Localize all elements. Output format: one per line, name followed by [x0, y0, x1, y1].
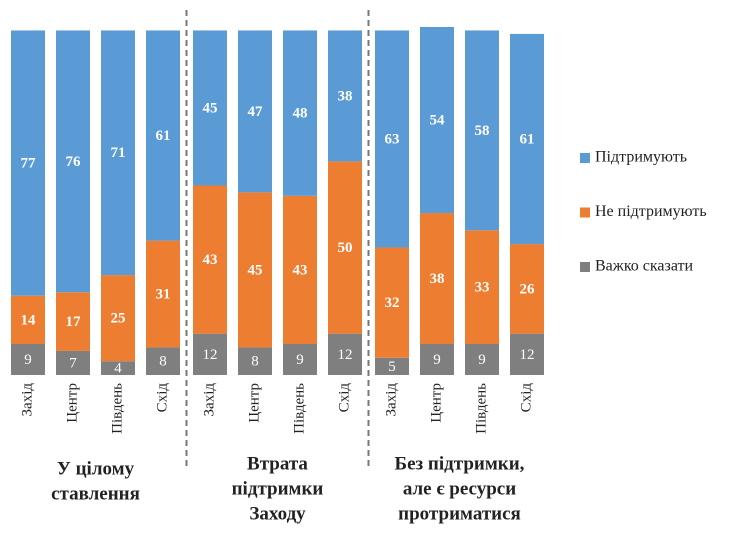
- x-tick-label: Захід: [19, 383, 35, 417]
- x-tick-label: Південь: [473, 383, 489, 434]
- bar-segment: [193, 30, 227, 186]
- bar-segment: [420, 27, 454, 214]
- bar-segment: [420, 343, 454, 375]
- bar-segment: [238, 30, 272, 193]
- legend-swatch: [580, 207, 590, 218]
- value-label: 9: [24, 352, 32, 368]
- value-label: 48: [293, 106, 308, 122]
- x-tick-label: Центр: [64, 383, 80, 423]
- bar-segment: [375, 30, 409, 248]
- bar-segment: [375, 247, 409, 358]
- bar-segment: [146, 347, 180, 375]
- bar-segment: [193, 333, 227, 375]
- x-tick-label: Центр: [428, 383, 444, 423]
- bar-segment: [146, 240, 180, 348]
- bar-segment: [11, 343, 45, 375]
- bar-segment: [465, 30, 499, 231]
- x-tick-label: Схід: [154, 383, 170, 413]
- bar-segment: [238, 192, 272, 348]
- value-label: 50: [338, 240, 353, 256]
- value-label: 33: [475, 280, 490, 296]
- value-label: 7: [69, 355, 77, 371]
- x-tick-label: Південь: [291, 383, 307, 434]
- value-label: 12: [338, 347, 353, 363]
- value-label: 43: [293, 262, 308, 278]
- value-label: 54: [430, 112, 446, 128]
- value-label: 8: [159, 354, 167, 370]
- bar-segment: [283, 30, 317, 196]
- value-label: 71: [111, 145, 126, 161]
- value-label: 61: [156, 128, 171, 144]
- legend-label: Не підтримують: [595, 203, 707, 220]
- bar-segment: [510, 33, 544, 245]
- bar-segment: [146, 30, 180, 241]
- group-label: Заходу: [249, 503, 306, 524]
- bar-segment: [283, 195, 317, 344]
- group-label: Втрата: [247, 453, 308, 474]
- value-label: 8: [251, 354, 259, 370]
- value-label: 14: [21, 312, 37, 328]
- bar-segment: [56, 350, 90, 375]
- bar-segment: [510, 333, 544, 375]
- bar-segment: [238, 347, 272, 375]
- bar-segment: [193, 185, 227, 334]
- value-label: 4: [114, 361, 122, 377]
- bar-segment: [56, 30, 90, 293]
- group-label: ставлення: [51, 483, 140, 504]
- value-label: 32: [385, 295, 400, 311]
- group-label: Без підтримки,: [395, 453, 525, 474]
- bar-segment: [328, 333, 362, 375]
- value-label: 9: [296, 352, 304, 368]
- bar-segment: [11, 30, 45, 296]
- value-label: 12: [203, 347, 218, 363]
- bar-segment: [420, 213, 454, 344]
- value-label: 17: [66, 314, 82, 330]
- value-label: 61: [520, 131, 535, 147]
- group-label: але є ресурси: [403, 478, 516, 499]
- value-label: 9: [433, 352, 441, 368]
- value-label: 38: [338, 88, 353, 104]
- value-label: 25: [111, 311, 126, 327]
- value-label: 58: [475, 123, 490, 139]
- group-label: протриматися: [398, 503, 521, 524]
- x-tick-label: Захід: [383, 383, 399, 417]
- bar-segment: [375, 357, 409, 375]
- value-label: 5: [388, 359, 396, 375]
- bar-segment: [101, 275, 135, 362]
- bar-segment: [465, 343, 499, 375]
- value-label: 31: [156, 286, 171, 302]
- bar-segment: [328, 161, 362, 334]
- bar-segment: [101, 30, 135, 276]
- bar-segment: [465, 230, 499, 344]
- value-label: 47: [248, 104, 264, 120]
- x-tick-label: Центр: [246, 383, 262, 423]
- value-label: 63: [385, 131, 400, 147]
- x-tick-label: Південь: [109, 383, 125, 434]
- legend-label: Підтримують: [595, 149, 687, 166]
- x-tick-label: Захід: [201, 383, 217, 417]
- legend-swatch: [580, 153, 590, 163]
- x-tick-label: Схід: [518, 383, 534, 413]
- value-label: 77: [21, 156, 37, 172]
- value-label: 45: [248, 262, 263, 278]
- value-label: 38: [430, 271, 445, 287]
- bar-segment: [328, 30, 362, 162]
- value-label: 43: [203, 252, 218, 268]
- group-label: У цілому: [57, 458, 135, 479]
- legend-label: Важко сказати: [595, 258, 694, 275]
- value-label: 9: [478, 352, 486, 368]
- value-label: 12: [520, 347, 535, 363]
- value-label: 26: [520, 281, 536, 297]
- bar-segment: [283, 343, 317, 375]
- legend-swatch: [580, 262, 590, 272]
- x-tick-label: Схід: [336, 383, 352, 413]
- bar-segment: [101, 361, 135, 375]
- bar-segment: [11, 295, 45, 344]
- bar-segment: [510, 244, 544, 334]
- value-label: 45: [203, 100, 218, 116]
- group-label: підтримки: [232, 478, 324, 499]
- value-label: 76: [66, 154, 82, 170]
- bar-segment: [56, 292, 90, 351]
